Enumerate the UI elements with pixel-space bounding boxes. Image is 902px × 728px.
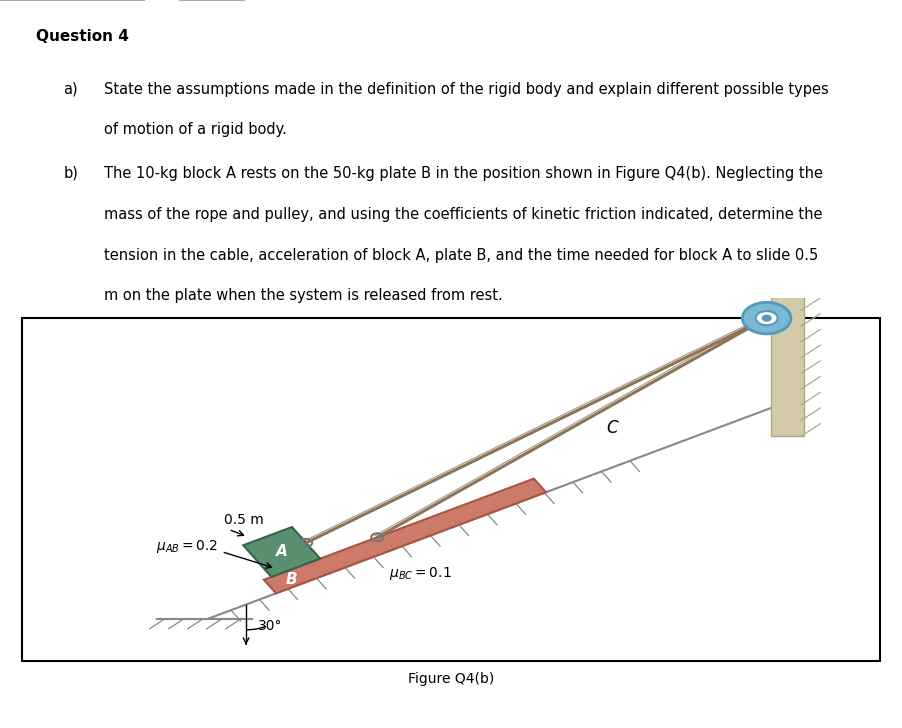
Polygon shape [244,527,320,577]
Text: The 10-kg block A rests on the 50-kg plate B in the position shown in Figure Q4(: The 10-kg block A rests on the 50-kg pla… [104,166,823,181]
Text: mass of the rope and pulley, and using the coefficients of kinetic friction indi: mass of the rope and pulley, and using t… [104,207,823,222]
Bar [771,285,804,436]
Bar [23,318,879,661]
Text: tension in the cable, acceleration of block A, plate B, and the time needed for : tension in the cable, acceleration of bl… [104,248,818,263]
Text: of motion of a rigid body.: of motion of a rigid body. [104,122,287,138]
Text: 0.5 m: 0.5 m [225,513,264,526]
Text: a): a) [63,82,78,97]
Polygon shape [264,478,546,593]
Text: B: B [286,572,298,587]
Text: C: C [607,419,618,437]
Text: $\mu_{BC}$$= 0.1$: $\mu_{BC}$$= 0.1$ [389,565,451,582]
Text: Figure Q4(b): Figure Q4(b) [408,672,494,687]
Text: b): b) [63,166,78,181]
Text: 30°: 30° [258,619,282,633]
Circle shape [762,315,771,321]
Circle shape [756,311,778,325]
Text: m on the plate when the system is released from rest.: m on the plate when the system is releas… [104,288,502,304]
Text: State the assumptions made in the definition of the rigid body and explain diffe: State the assumptions made in the defini… [104,82,828,97]
Text: A: A [276,545,288,559]
Circle shape [742,302,791,334]
Text: $\mu_{AB}$$= 0.2$: $\mu_{AB}$$= 0.2$ [155,537,217,555]
Text: Question 4: Question 4 [36,29,129,44]
